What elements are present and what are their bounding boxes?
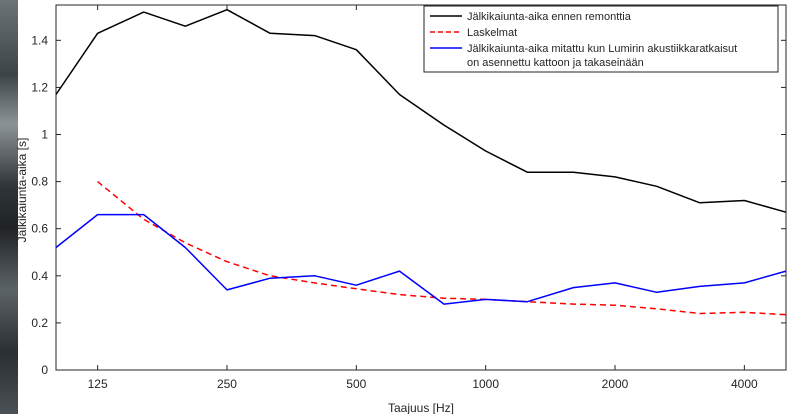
legend-entry-line: Laskelmat: [467, 27, 517, 39]
x-axis-label: Taajuus [Hz]: [388, 401, 454, 414]
y-tick-label: 1.2: [31, 80, 48, 94]
legend-entry-line: on asennettu kattoon ja takaseinään: [467, 57, 644, 69]
legend-box: [423, 5, 779, 73]
background-photo-edge: [0, 0, 18, 414]
series-line-2: [55, 213, 787, 305]
legend-entry-line: Jälkikaiunta-aika ennen remonttia: [467, 11, 632, 23]
x-tick-label: 250: [217, 377, 237, 391]
plot-lines: [55, 8, 787, 316]
plot-frame: [55, 4, 787, 371]
x-tick-label: 2000: [602, 377, 629, 391]
series-line-1: [97, 181, 787, 316]
y-axis-label: Jälkikaiunta-aika [s]: [15, 138, 29, 243]
axes: 0 0.2 0.4 0.6 0.8 1 1.2 1.4 125 250 500 1000 2000 400…: [31, 4, 787, 391]
legend-entry-2: Jälkikaiunta-aika mitattu kun Lumirin ak…: [467, 43, 737, 69]
legend: Jälkikaiunta-aika ennen remonttia Laskelm…: [423, 5, 779, 73]
y-tick-label: 0.6: [31, 222, 48, 236]
y-tick-label: 1: [41, 128, 48, 142]
legend-entry-0: Jälkikaiunta-aika ennen remonttia: [467, 11, 632, 23]
y-tick-label: 0: [41, 363, 48, 377]
x-tick-label: 1000: [472, 377, 499, 391]
series-line-0: [55, 8, 787, 213]
x-tick-label: 125: [88, 377, 108, 391]
y-tick-label: 0.2: [31, 316, 48, 330]
legend-entry-line: Jälkikaiunta-aika mitattu kun Lumirin ak…: [467, 43, 737, 55]
y-tick-label: 0.4: [31, 269, 48, 283]
x-tick-label: 500: [346, 377, 366, 391]
y-tick-label: 0.8: [31, 175, 48, 189]
y-tick-label: 1.4: [31, 33, 48, 47]
x-tick-label: 4000: [731, 377, 758, 391]
legend-entry-1: Laskelmat: [467, 27, 517, 39]
